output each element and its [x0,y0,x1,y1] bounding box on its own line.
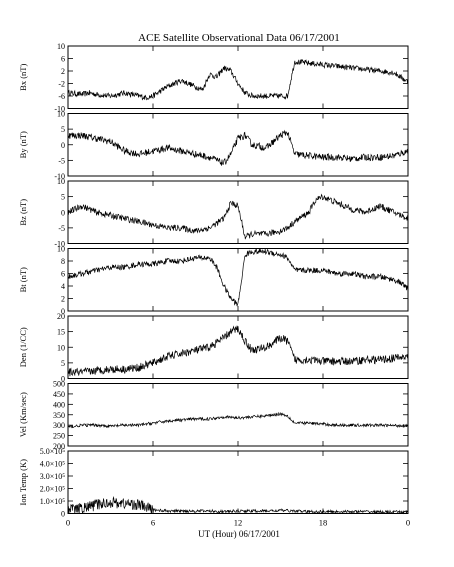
y-axis-label: Bz (nT) [18,199,28,226]
y-tick-label: 0 [61,141,65,150]
panel-4: 10 8 6 4 2 0 Bt (nT) [18,245,409,316]
panel-3: 10 5 0 -5 -10 Bz (nT) [18,177,409,249]
y-tick-label: 3.0×10⁵ [40,472,66,481]
series-line [67,496,409,515]
y-tick-label: 0 [61,375,65,384]
x-tick-label: 0 [406,518,410,528]
series-line [67,325,409,377]
chart-title: ACE Satellite Observational Data 06/17/2… [138,32,340,44]
series-line [67,129,409,166]
y-tick-label: 0 [61,510,65,519]
y-tick-label: 2 [61,67,65,76]
y-tick-label: 6 [61,55,65,64]
y-tick-label: -10 [54,172,65,181]
y-tick-label: 5 [61,125,65,134]
y-tick-label: 10 [57,110,65,119]
y-tick-label: 15 [57,328,65,337]
y-tick-label: 10 [57,245,65,254]
y-tick-label: 4 [61,282,65,291]
x-tick-label: 0 [66,518,70,528]
y-tick-label: 5.0×10⁵ [40,447,66,456]
y-tick-label: 450 [53,390,65,399]
y-tick-label: 1.0×10⁵ [40,497,66,506]
y-tick-label: 10 [57,343,65,352]
y-tick-label: 2 [61,295,65,304]
y-tick-label: 5 [61,359,65,368]
panel-5: 20 15 10 5 0 Den (1/CC) [18,312,409,384]
panel-frame [67,45,409,109]
x-tick-label: 12 [234,518,243,528]
y-tick-label: 5 [61,193,65,202]
series-line [67,411,409,429]
y-axis-label: Bx (nT) [18,64,28,91]
y-tick-label: 500 [53,380,65,389]
y-tick-label: 20 [57,312,65,321]
y-tick-label: 8 [61,257,65,266]
panel-frame [67,180,409,244]
series-line [67,58,409,101]
x-tick-label: 6 [151,518,155,528]
x-axis-label: UT (Hour) 06/17/2001 [198,529,280,539]
panel-7: 5.0×10⁵ 4.0×10⁵ 3.0×10⁵ 2.0×10⁵ 1.0×10⁵ 0 Ion … [18,447,409,519]
y-tick-label: -5 [58,156,65,165]
panel-1: 10 6 2 -2 -6 -10 Bx (nT) [18,42,409,114]
y-tick-label: 2.0×10⁵ [40,485,66,494]
y-axis-label: Ion Temp (K) [18,459,28,506]
panel-frame [67,113,409,177]
y-tick-label: -10 [54,240,65,249]
y-tick-label: 250 [53,432,65,441]
y-tick-label: 300 [53,421,65,430]
y-tick-label: 4.0×10⁵ [40,460,66,469]
y-tick-label: -6 [58,92,65,101]
y-tick-label: 400 [53,400,65,409]
series-line [67,248,409,307]
y-tick-label: -10 [54,105,65,114]
panel-frame [67,383,409,447]
y-tick-label: 350 [53,411,65,420]
y-axis-label: Bt (nT) [18,267,28,292]
panel-2: 10 5 0 -5 -10 By (nT) [18,110,409,181]
y-tick-label: 10 [57,177,65,186]
y-axis-label: Den (1/CC) [18,327,28,367]
y-tick-label: 10 [57,42,65,51]
y-axis-label: Vel (Km/sec) [18,392,28,437]
y-tick-label: 200 [53,442,65,451]
y-axis-label: By (nT) [18,131,28,158]
panels: 10 6 2 -2 -6 -10 Bx (nT) 10 5 0 -5 -10 By (nT) 10 5 0 -5… [18,42,410,528]
x-tick-label: 18 [319,518,328,528]
y-tick-label: -5 [58,224,65,233]
y-tick-label: 6 [61,270,65,279]
y-tick-label: -2 [58,80,65,89]
y-tick-label: 0 [61,208,65,217]
series-line [67,193,409,240]
y-tick-label: 0 [61,307,65,316]
